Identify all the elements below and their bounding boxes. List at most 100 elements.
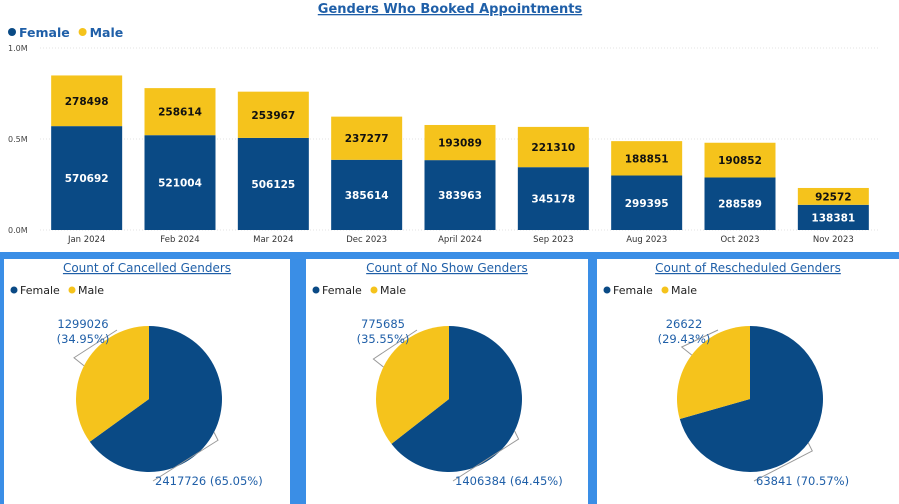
leader-line [372, 329, 418, 368]
data-label: 278498 [65, 96, 109, 108]
leader-line [152, 432, 219, 482]
data-label: 383963 [438, 190, 482, 202]
leader-line [452, 430, 520, 482]
legend-label: Male [380, 284, 406, 297]
leader-line [73, 329, 118, 367]
data-label: 237277 [345, 133, 389, 145]
legend-label: Male [90, 25, 124, 40]
data-label: 190852 [718, 155, 762, 167]
bar-female [611, 175, 683, 230]
rescheduled-pie-panel: Count of Rescheduled Genders Female Male 63… [597, 259, 899, 504]
bar-female [144, 135, 216, 230]
data-label: 299395 [625, 198, 669, 210]
data-label: 506125 [251, 179, 295, 191]
legend-marker [78, 28, 87, 36]
pie-title: Count of No Show Genders [366, 261, 528, 275]
y-tick-label: 0.5M [8, 135, 28, 144]
y-tick-label: 0.0M [8, 226, 28, 235]
no-show-pie-chart: Count of No Show Genders Female Male 140638… [312, 261, 563, 488]
x-tick-label: Mar 2024 [253, 235, 293, 245]
data-label: 385614 [345, 190, 389, 202]
pie-label-male: 26622 [666, 317, 703, 331]
bar-female [51, 126, 123, 230]
x-tick-label: Aug 2023 [626, 235, 667, 245]
pie-title: Count of Cancelled Genders [63, 261, 231, 275]
pie-label-female: 63841 (70.57%) [756, 474, 849, 488]
x-tick-label: Nov 2023 [813, 235, 854, 245]
leader-line [753, 442, 813, 482]
bar-male [331, 116, 403, 160]
legend-male: Male [661, 284, 697, 297]
pie-label-male: 1299026 [57, 317, 108, 331]
bar-male [424, 124, 496, 161]
legend-male: Male [78, 25, 124, 40]
x-tick-label: Sep 2023 [533, 235, 573, 245]
legend-label: Female [20, 284, 60, 297]
legend-female: Female [312, 284, 362, 297]
legend-label: Female [613, 284, 653, 297]
x-tick-label: Oct 2023 [720, 235, 759, 245]
x-tick-label: April 2024 [438, 235, 482, 245]
data-label: 188851 [625, 153, 669, 165]
legend-label: Male [78, 284, 104, 297]
bar-female [797, 204, 869, 230]
data-label: 288589 [718, 199, 762, 211]
legend-marker [68, 286, 76, 294]
pie-label-male-pct: (34.95%) [57, 332, 110, 346]
legend-male: Male [370, 284, 406, 297]
legend-marker [370, 286, 378, 294]
bar-female [517, 167, 589, 230]
bar-male [704, 142, 776, 178]
bar-female [331, 159, 403, 230]
leader-line [680, 329, 719, 356]
pie-slice-male [376, 326, 449, 444]
x-tick-label: Dec 2023 [346, 235, 387, 245]
cancelled-pie-panel: Count of Cancelled Genders Female Male 2417… [4, 259, 290, 504]
data-label: 570692 [65, 173, 109, 185]
data-label: 258614 [158, 107, 202, 119]
data-label: 221310 [531, 142, 575, 154]
legend-female: Female [8, 25, 70, 40]
legend-label: Female [19, 25, 70, 40]
pie-title: Count of Rescheduled Genders [655, 261, 841, 275]
bar-male [51, 75, 123, 127]
data-label: 253967 [251, 110, 295, 122]
pie-slice-female [391, 326, 522, 473]
legend-marker [661, 286, 669, 294]
pie-label-female: 1406384 (64.45%) [455, 474, 563, 488]
bar-male [517, 126, 589, 168]
pie-label-male-pct: (35.55%) [357, 332, 410, 346]
data-label: 138381 [811, 212, 855, 224]
bar-chart-title: Genders Who Booked Appointments [318, 2, 583, 17]
bar-chart-panel: Genders Who Booked Appointments Female Mal… [0, 0, 899, 252]
pie-slice-female [679, 326, 823, 472]
bar-female [424, 160, 496, 230]
legend-label: Female [322, 284, 362, 297]
legend-marker [10, 286, 18, 294]
bar-female [237, 137, 309, 230]
pie-label-male-pct: (29.43%) [658, 332, 711, 346]
bar-male [144, 88, 216, 136]
legend-female: Female [603, 284, 653, 297]
data-label: 92572 [815, 191, 852, 203]
legend-marker [603, 286, 611, 294]
pie-slice-female [89, 326, 222, 472]
bar-male [611, 141, 683, 176]
data-label: 193089 [438, 138, 482, 150]
no-show-pie-panel: Count of No Show Genders Female Male 140638… [306, 259, 588, 504]
y-tick-label: 1.0M [8, 44, 28, 53]
legend-female: Female [10, 284, 60, 297]
bar-female [704, 177, 776, 230]
data-label: 345178 [531, 194, 575, 206]
pie-slice-male [677, 326, 750, 420]
x-tick-label: Jan 2024 [67, 235, 105, 245]
bar-chart: Genders Who Booked Appointments Female Mal… [8, 2, 880, 245]
legend-marker [312, 286, 320, 294]
bar-male [237, 91, 309, 138]
bar-male [797, 187, 869, 205]
data-label: 521004 [158, 178, 202, 190]
pie-label-male: 775685 [361, 317, 405, 331]
pie-label-female: 2417726 (65.05%) [155, 474, 263, 488]
